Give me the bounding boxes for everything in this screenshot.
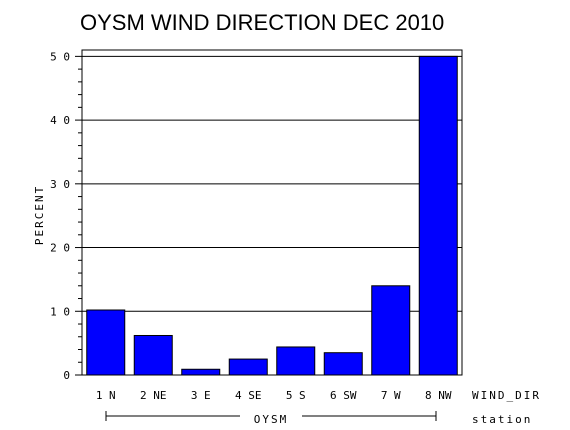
x-tick-label: 6 SW [330, 389, 357, 402]
grid-lines [82, 55, 462, 312]
x-axis-label: WIND_DIR [472, 389, 541, 402]
group-axis-label: station [472, 413, 532, 426]
y-tick-label: 2 0 [50, 242, 70, 255]
bars [86, 55, 458, 376]
bar [371, 285, 411, 376]
station-group-label: OYSM [254, 413, 289, 426]
station-group-bracket [105, 411, 437, 421]
plot-frame [81, 49, 463, 376]
bar [323, 352, 363, 376]
axes [81, 49, 463, 376]
x-tick-label: 7 W [381, 389, 401, 402]
chart-title: OYSM WIND DIRECTION DEC 2010 [80, 10, 444, 35]
y-tick-label: 0 [63, 369, 70, 382]
bar [133, 334, 173, 376]
y-tick-label: 4 0 [50, 114, 70, 127]
y-tick-label: 1 0 [50, 305, 70, 318]
y-axis-label: PERCENT [33, 185, 46, 245]
y-tick-label: 3 0 [50, 178, 70, 191]
bar [228, 358, 268, 376]
bar [181, 368, 221, 376]
bar [86, 309, 126, 376]
x-tick-label: 1 N [96, 389, 116, 402]
y-tick-label: 5 0 [50, 50, 70, 63]
bar [418, 55, 458, 376]
x-tick-labels: 1 N 2 NE 3 E 4 SE 5 S 6 SW 7 W 8 NW [96, 389, 452, 402]
bar [276, 346, 316, 376]
x-tick-label: 8 NW [425, 389, 452, 402]
x-tick-label: 5 S [286, 389, 306, 402]
x-tick-label: 2 NE [140, 389, 167, 402]
x-tick-label: 4 SE [235, 389, 262, 402]
x-tick-label: 3 E [191, 389, 211, 402]
y-ticks: 0 1 0 2 0 3 0 4 0 5 0 [50, 50, 82, 382]
